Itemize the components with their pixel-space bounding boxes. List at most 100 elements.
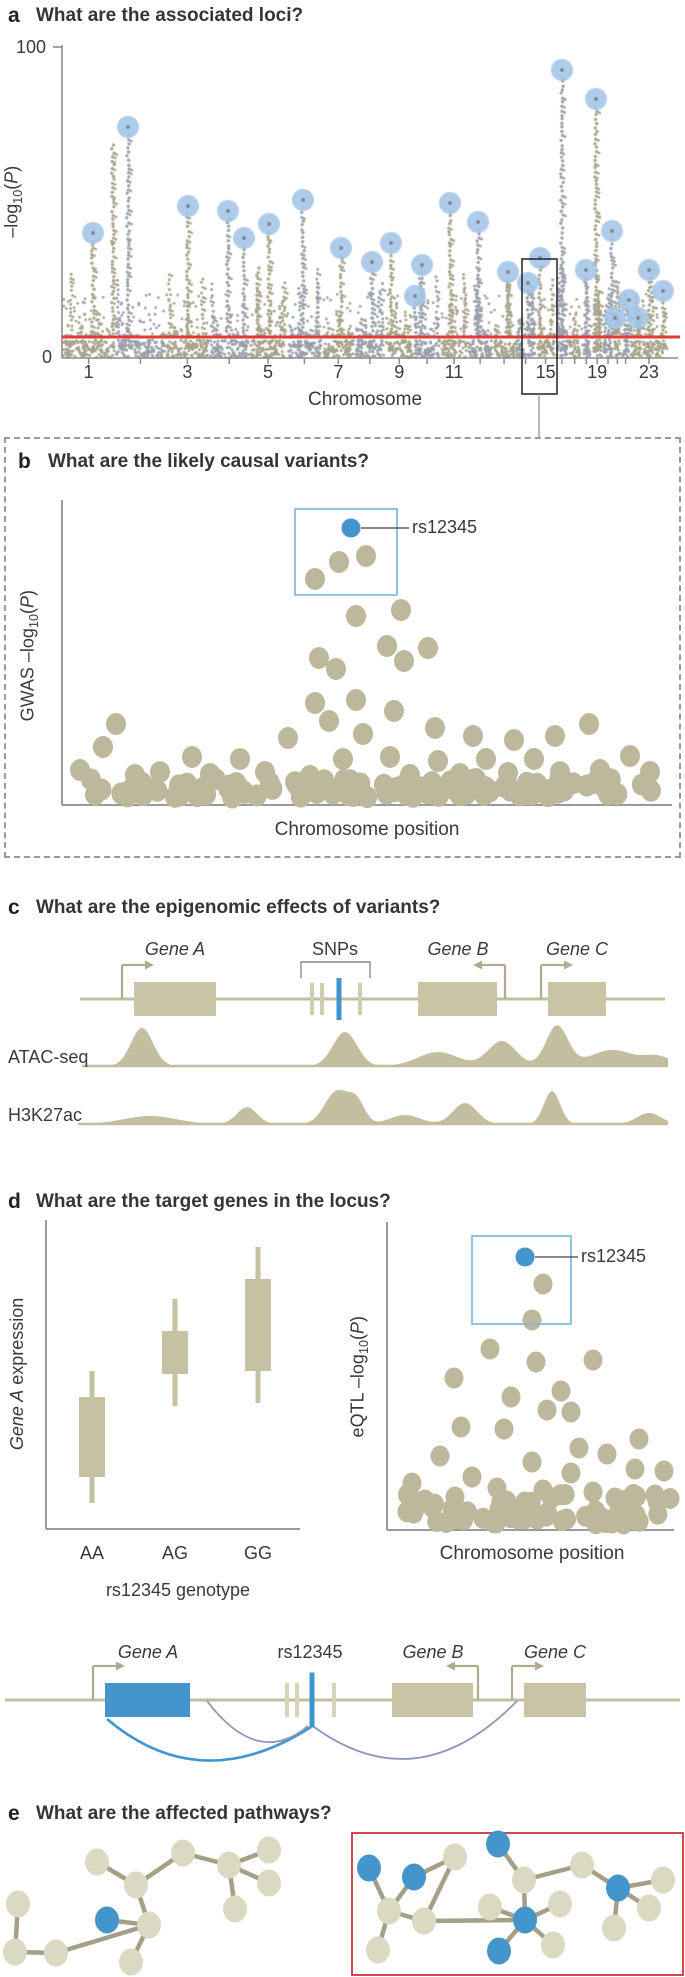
panel-d-eqtl-scatter — [386, 1222, 680, 1535]
panel-d-expression-boxplot — [45, 1220, 300, 1530]
d-eqtl-y-axis-label: eQTL –log10(P) — [347, 1316, 371, 1438]
panel-c-letter: c — [8, 896, 20, 919]
pathway-network-left-node-12 — [223, 1895, 247, 1923]
pathway-network-right-node-5 — [412, 1907, 436, 1935]
atac-seq-track-label: ATAC-seq — [8, 1047, 89, 1067]
diagram-gene-a-label: Gene A — [117, 1642, 179, 1662]
pathway-network-left-node-7 — [119, 1948, 143, 1976]
b-rs12345-label: rs12345 — [412, 517, 478, 537]
panel-e-title: What are the affected pathways? — [36, 1803, 332, 1824]
pathway-network-left-node-0 — [6, 1890, 30, 1918]
panel-c-gene-track-snp-tick-0 — [310, 983, 314, 1015]
b-y-axis-label: GWAS –log10(P) — [17, 590, 41, 722]
a-x-tick-label-chr19: 19 — [587, 362, 608, 382]
pathway-network-right-node-15 — [651, 1866, 675, 1894]
pathway-network-right-node-11 — [548, 1890, 572, 1918]
genotype-tick-label-GG: GG — [243, 1543, 273, 1563]
d-boxplot-y-axis-label: Gene A expression — [7, 1297, 28, 1451]
panel-d-gene-diagram-gene-box-2 — [524, 1683, 586, 1717]
pathway-network-right-node-7 — [512, 1866, 536, 1894]
pathway-network-right-node-4 — [366, 1936, 390, 1964]
panel-c-title: What are the epigenomic effects of varia… — [36, 897, 441, 918]
pathway-network-left-node-3 — [85, 1848, 109, 1876]
a-y-min-tick-label: 0 — [42, 347, 53, 367]
panel-d-gene-diagram-snp-tick-0 — [285, 1683, 289, 1717]
panel-e-letter: e — [8, 1802, 20, 1825]
a-x-tick-label-chr15: 15 — [535, 362, 556, 382]
pathway-network-left-node-8 — [171, 1839, 195, 1867]
a-x-tick-label-chr9: 9 — [394, 362, 405, 382]
a-x-tick-label-chr11: 11 — [444, 362, 464, 382]
pathway-network-right-node-3 — [377, 1897, 401, 1925]
panel-c-gene-track-gene-box-0 — [134, 982, 216, 1016]
c-gene-a-label: Gene A — [144, 939, 206, 959]
pathway-network-right-node-13 — [570, 1851, 594, 1879]
panel-d-gene-diagram-interaction-arc-0 — [106, 1718, 312, 1762]
pathway-network-left-node-10 — [257, 1836, 281, 1864]
panel-c-gene-track-snp-tick-2 — [336, 978, 342, 1020]
pathway-network-right-highlighted-node-1 — [402, 1863, 426, 1891]
pathway-network-left-node-1 — [3, 1938, 27, 1966]
panel-d-gene-diagram-interaction-arc-1 — [206, 1700, 309, 1743]
c-snps-label: SNPs — [311, 939, 359, 959]
panel-d-letter: d — [8, 1190, 21, 1213]
panel-d-gene-diagram — [5, 1661, 680, 1762]
panel-d-gene-diagram-transcription-arrowhead-2 — [535, 1661, 544, 1671]
pathway-network-right-node-17 — [602, 1914, 626, 1942]
signal-track-fill-1 — [78, 1089, 668, 1124]
diagram-rs12345-label: rs12345 — [277, 1642, 343, 1662]
panel-c-gene-track-snp-bracket — [300, 961, 371, 978]
pathway-network-right-highlighted-node-6 — [486, 1830, 510, 1858]
affected-pathway-highlight-box — [351, 1832, 684, 1976]
panel-c-gene-track-transcription-arrowhead-0 — [145, 960, 154, 970]
panel-b-letter: b — [18, 450, 31, 473]
a-x-tick-label-chr1: 1 — [83, 362, 94, 382]
panel-c-gene-track-gene-box-2 — [548, 982, 606, 1016]
boxplot-box-AA — [79, 1397, 105, 1477]
panel-b-dashed-border — [4, 437, 681, 858]
boxplot-box-GG — [245, 1279, 271, 1371]
manhattan-plot-canvas — [0, 0, 685, 400]
pathway-network-right-node-12 — [541, 1931, 565, 1959]
a-x-tick-label-chr23: 23 — [638, 362, 659, 382]
pathway-network-right-highlighted-node-10 — [487, 1937, 511, 1965]
panel-c-gene-track — [80, 960, 665, 1020]
pathway-network-left-node-4 — [124, 1871, 148, 1899]
b-x-axis-label: Chromosome position — [274, 819, 460, 840]
panel-d-gene-diagram-transcription-arrowhead-0 — [116, 1661, 125, 1671]
panel-d-eqtl-scatter-lead-variant-dot — [515, 1247, 535, 1267]
panel-d-gene-diagram-transcription-arrowhead-1 — [446, 1661, 455, 1671]
panel-d-eqtl-scatter-credible-set-box — [471, 1235, 572, 1325]
pathway-network-right-highlighted-node-9 — [513, 1906, 537, 1934]
diagram-gene-c-label: Gene C — [523, 1642, 587, 1662]
a-x-tick-label-chr5: 5 — [263, 362, 274, 382]
panel-b-title: What are the likely causal variants? — [48, 451, 370, 472]
pathway-network-left-node-6 — [137, 1911, 161, 1939]
genotype-tick-label-AG: AG — [161, 1543, 189, 1563]
panel-d-title: What are the target genes in the locus? — [36, 1191, 391, 1212]
boxplot-box-AG — [162, 1331, 188, 1374]
panel-d-gene-diagram-gene-box-1 — [392, 1683, 473, 1717]
panel-a-manhattan-graphics — [53, 45, 680, 437]
pathway-network-right-node-2 — [443, 1843, 467, 1871]
pathway-network-left-highlighted-node-5 — [95, 1906, 119, 1934]
pathway-network-right-node-16 — [637, 1894, 661, 1922]
a-y-axis-label: –log10(P) — [1, 165, 25, 238]
panel-a-title: What are the associated loci? — [36, 5, 304, 26]
panel-d-gene-diagram-snp-tick-3 — [332, 1683, 336, 1717]
panel-d-gene-diagram-interaction-arc-2 — [313, 1700, 518, 1760]
pathway-network-right-highlighted-node-14 — [606, 1874, 630, 1902]
genotype-tick-label-AA: AA — [79, 1543, 105, 1563]
pathway-network-left-node-9 — [217, 1851, 241, 1879]
panel-d-gene-diagram-snp-tick-1 — [295, 1683, 299, 1717]
c-gene-b-label: Gene B — [427, 939, 489, 959]
signal-track-atac-seq — [82, 1025, 668, 1068]
diagram-gene-b-label: Gene B — [402, 1642, 464, 1662]
pathway-network-left-node-2 — [44, 1939, 68, 1967]
a-x-tick-label-chr3: 3 — [182, 362, 193, 382]
d-boxplot-x-axis-label: rs12345 genotype — [105, 1580, 251, 1600]
panel-c-gene-track-transcription-arrowhead-2 — [564, 960, 573, 970]
d-rs12345-label: rs12345 — [581, 1246, 647, 1266]
